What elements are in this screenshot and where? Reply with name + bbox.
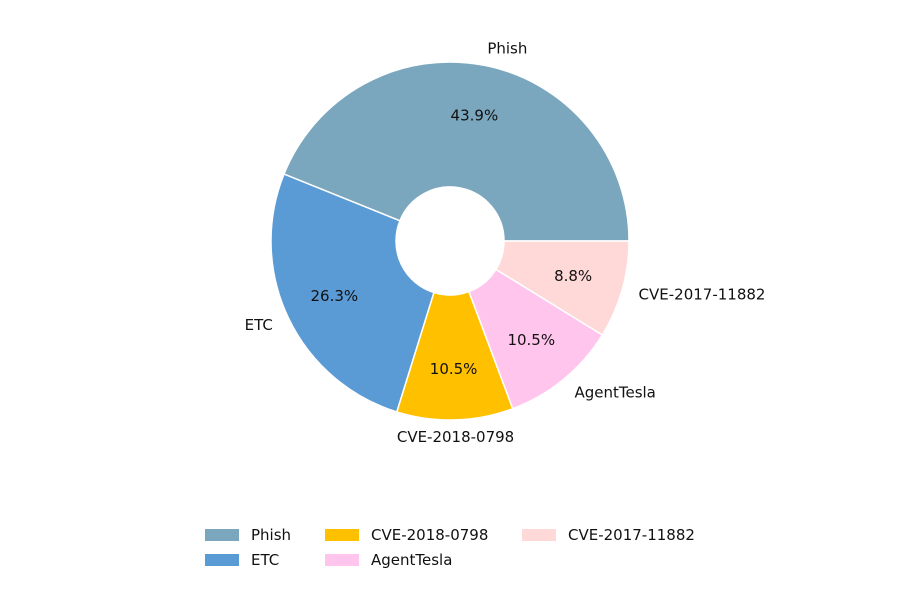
- pct-label-phish: 43.9%: [451, 106, 499, 124]
- slice-phish: [283, 61, 630, 242]
- slice-etc: [270, 173, 435, 413]
- chart-legend: Phish ETC CVE-2018-0798 AgentTesla CVE-2…: [205, 526, 725, 576]
- slice-label-agenttesla: AgentTesla: [574, 383, 655, 401]
- slice-cve-2017-11882: [494, 240, 630, 337]
- slice-label-cve-2018-0798: CVE-2018-0798: [397, 428, 514, 446]
- legend-label: Phish: [251, 526, 292, 544]
- legend-swatch: [325, 554, 359, 566]
- slice-label-etc: ETC: [245, 316, 273, 334]
- legend-swatch: [205, 529, 239, 541]
- legend-item-cve-2018-0798: CVE-2018-0798: [325, 526, 488, 544]
- legend-label: AgentTesla: [371, 551, 453, 569]
- slice-agenttesla: [467, 268, 604, 410]
- legend-swatch: [522, 529, 556, 541]
- legend-item-agenttesla: AgentTesla: [325, 551, 452, 569]
- slice-cve-2018-0798: [395, 290, 514, 421]
- legend-item-etc: ETC: [205, 551, 279, 569]
- legend-item-cve-2017-11882: CVE-2017-11882: [522, 526, 695, 544]
- legend-swatch: [205, 554, 239, 566]
- slice-label-cve-2017-11882: CVE-2017-11882: [639, 285, 766, 303]
- legend-label: ETC: [251, 551, 280, 569]
- legend-item-phish: Phish: [205, 526, 291, 544]
- pct-label-cve-2017-11882: 8.8%: [554, 267, 592, 285]
- pct-label-etc: 26.3%: [311, 287, 359, 305]
- slice-label-phish: Phish: [487, 40, 527, 58]
- legend-swatch: [325, 529, 359, 541]
- legend-label: CVE-2018-0798: [371, 526, 489, 544]
- pct-label-cve-2018-0798: 10.5%: [430, 360, 478, 378]
- pct-label-agenttesla: 10.5%: [507, 331, 555, 349]
- legend-label: CVE-2017-11882: [568, 526, 695, 544]
